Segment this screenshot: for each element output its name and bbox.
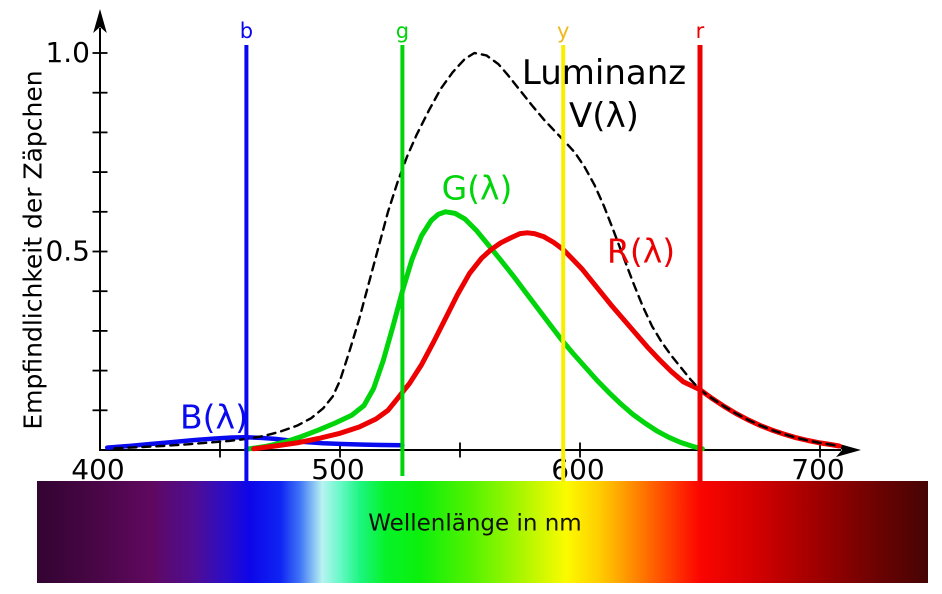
curve-G	[243, 209, 705, 452]
curve-B	[104, 435, 405, 450]
marker-label-g: g	[396, 19, 409, 43]
y-tick-label-0.5: 0.5	[45, 235, 90, 268]
curve-label-B: B(λ)	[180, 397, 248, 437]
y-tick-label-1.0: 1.0	[45, 36, 90, 69]
curve-label-G: G(λ)	[441, 168, 513, 208]
x-tick-label-600: 600	[551, 453, 604, 486]
x-axis-title: Wellenlänge in nm	[368, 510, 582, 537]
x-tick-label-400: 400	[71, 453, 124, 486]
curve-V	[113, 51, 841, 450]
x-tick-label-700: 700	[791, 453, 844, 486]
curve-label-R: R(λ)	[606, 231, 676, 271]
x-tick-label-500: 500	[311, 453, 364, 486]
marker-label-y: y	[557, 19, 569, 43]
y-axis-title: Empfindlichkeit der Zäpchen	[18, 70, 48, 430]
curve-label-luminanz: Luminanz	[521, 53, 687, 93]
curve-R	[251, 230, 842, 452]
marker-label-r: r	[696, 19, 705, 43]
y-axis-arrow-icon	[93, 9, 107, 33]
marker-label-b: b	[240, 19, 253, 43]
spectrum-bar	[37, 481, 928, 583]
x-axis-arrow-icon	[836, 443, 861, 457]
curve-label-V-lambda: V(λ)	[569, 96, 639, 136]
